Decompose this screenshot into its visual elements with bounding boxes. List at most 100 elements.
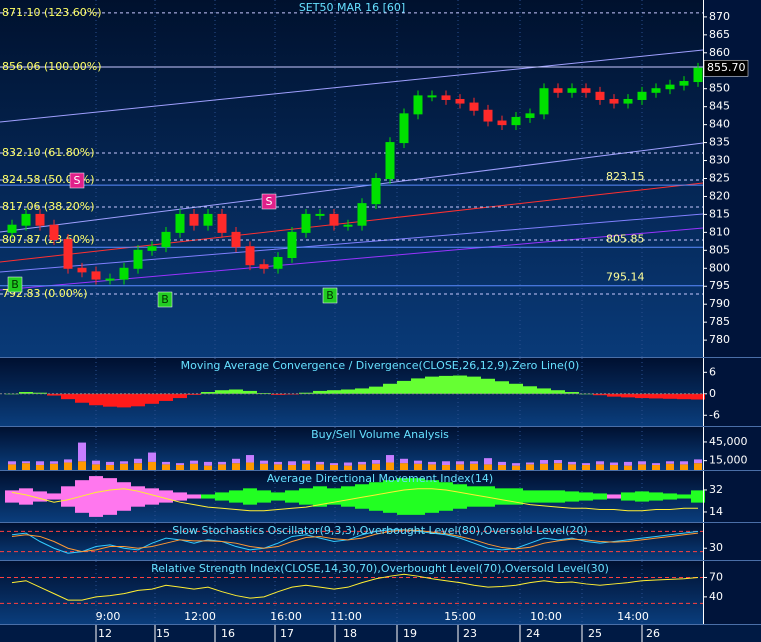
- volume-bar: [680, 464, 688, 470]
- volume-bar: [274, 461, 282, 465]
- axis-background: [703, 427, 761, 470]
- y-tick-label: -6: [709, 408, 720, 421]
- volume-bar: [302, 463, 310, 470]
- macd-bar: [145, 393, 159, 404]
- panel-background: [0, 561, 703, 624]
- volume-bar: [610, 462, 618, 466]
- macd-bar: [383, 383, 397, 394]
- volume-bar: [288, 465, 296, 470]
- macd-bar: [495, 381, 509, 394]
- candle-body: [511, 116, 521, 126]
- volume-bar: [64, 462, 72, 470]
- volume-bar: [442, 465, 450, 470]
- volume-bar: [540, 460, 548, 464]
- macd-bar: [61, 393, 75, 400]
- volume-bar: [232, 458, 240, 464]
- candle-body: [63, 239, 73, 269]
- macd-bar: [271, 393, 285, 395]
- volume-bar: [652, 463, 660, 466]
- axis-background: [703, 471, 761, 522]
- trend-line: [0, 213, 704, 273]
- di-spread: [565, 491, 579, 502]
- di-spread: [509, 488, 523, 505]
- signal-label: S: [74, 174, 81, 187]
- candle-body: [693, 67, 703, 83]
- candle-body: [665, 84, 675, 90]
- candle-body: [203, 213, 213, 226]
- macd-bar: [117, 393, 131, 408]
- di-spread: [117, 482, 131, 511]
- candle-body: [49, 224, 59, 241]
- y-tick-label: 805: [709, 243, 730, 256]
- volume-bar: [246, 462, 254, 470]
- fib-label: 817.06 (38.20%): [2, 200, 95, 213]
- fib-label: 807.87 (23.60%): [2, 233, 95, 246]
- di-spread: [47, 493, 61, 500]
- axis-background: [703, 0, 761, 357]
- volume-bar: [64, 459, 72, 463]
- trend-line: [0, 142, 704, 233]
- di-spread: [5, 490, 19, 503]
- macd-bar: [215, 390, 229, 394]
- x-time-label: 9:00: [96, 610, 121, 623]
- candle-body: [679, 81, 689, 86]
- panel-title: Buy/Sell Volume Analysis: [311, 428, 449, 441]
- di-spread: [131, 486, 145, 507]
- candle-body: [287, 231, 297, 259]
- macd-bar: [607, 393, 621, 397]
- candle-body: [567, 88, 577, 93]
- volume-bar: [218, 461, 226, 465]
- volume-bar: [428, 464, 436, 470]
- volume-bar: [680, 461, 688, 465]
- volume-bar: [400, 463, 408, 470]
- y-tick-label: 780: [709, 333, 730, 346]
- macd-bar: [677, 393, 691, 400]
- y-tick-label: 30: [709, 541, 723, 554]
- volume-bar: [232, 463, 240, 470]
- candle-body: [581, 88, 591, 93]
- volume-bar: [638, 461, 646, 465]
- macd-bar: [369, 386, 383, 394]
- macd-bar: [341, 389, 355, 394]
- macd-bar: [481, 378, 495, 394]
- macd-bar: [523, 386, 537, 394]
- volume-bar: [8, 464, 16, 470]
- volume-bar: [204, 461, 212, 466]
- macd-bar: [691, 393, 705, 400]
- candle-body: [231, 231, 241, 248]
- volume-bar: [106, 465, 114, 470]
- candle-body: [161, 231, 171, 248]
- volume-bar: [512, 465, 520, 470]
- candle-body: [245, 246, 255, 266]
- di-spread: [341, 486, 355, 507]
- panel-title: Relative Strength Index(CLOSE,14,30,70),…: [151, 562, 609, 575]
- candle-body: [329, 213, 339, 226]
- volume-bar: [274, 464, 282, 470]
- candle-body: [315, 213, 325, 216]
- y-tick-label: 820: [709, 189, 730, 202]
- volume-bar: [484, 464, 492, 470]
- di-spread: [19, 488, 33, 505]
- x-date-label: 26: [646, 627, 660, 640]
- candle-body: [469, 102, 479, 111]
- volume-bar: [120, 463, 128, 470]
- volume-bar: [596, 461, 604, 465]
- volume-bar: [386, 462, 394, 470]
- macd-bar: [635, 393, 649, 399]
- candle-body: [623, 98, 633, 104]
- x-time-label: 10:00: [530, 610, 562, 623]
- y-tick-label: 70: [709, 570, 723, 583]
- candle-body: [189, 213, 199, 226]
- macd-bar: [565, 392, 579, 394]
- candle-body: [217, 213, 227, 233]
- di-spread: [537, 490, 551, 503]
- signal-label: B: [11, 278, 19, 291]
- di-spread: [145, 488, 159, 505]
- macd-bar: [467, 376, 481, 394]
- di-spread: [187, 494, 201, 499]
- volume-bar: [568, 464, 576, 470]
- di-spread: [677, 494, 691, 499]
- volume-bar: [190, 463, 198, 470]
- volume-bar: [484, 458, 492, 465]
